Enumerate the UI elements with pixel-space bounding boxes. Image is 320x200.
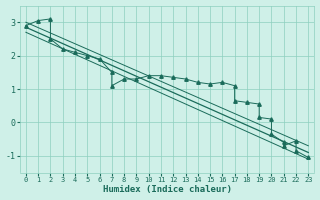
X-axis label: Humidex (Indice chaleur): Humidex (Indice chaleur) xyxy=(103,185,232,194)
